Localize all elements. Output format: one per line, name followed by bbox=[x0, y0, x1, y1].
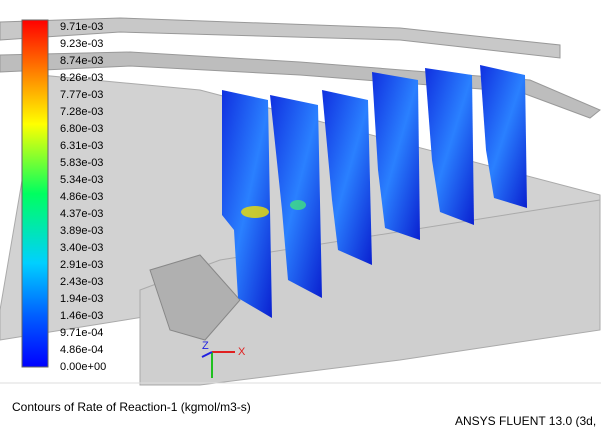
colorbar-label: 1.46e-03 bbox=[60, 310, 103, 322]
colorbar-label: 3.89e-03 bbox=[60, 225, 103, 237]
colorbar bbox=[22, 20, 48, 367]
colorbar-label: 5.83e-03 bbox=[60, 157, 103, 169]
colorbar-label: 7.28e-03 bbox=[60, 106, 103, 118]
colorbar-label: 8.74e-03 bbox=[60, 55, 103, 67]
colorbar-label: 2.91e-03 bbox=[60, 259, 103, 271]
colorbar-label: 1.94e-03 bbox=[60, 293, 103, 305]
axis-label: Z bbox=[202, 340, 209, 352]
colorbar-label: 6.80e-03 bbox=[60, 123, 103, 135]
page: X Z Contours of Rate of Reaction-1 (kgmo… bbox=[0, 0, 601, 427]
colorbar-label: 6.31e-03 bbox=[60, 140, 103, 152]
colorbar-label: 4.86e-04 bbox=[60, 344, 103, 356]
software-label: ANSYS FLUENT 13.0 (3d, bbox=[455, 414, 596, 427]
colorbar-label: 3.40e-03 bbox=[60, 242, 103, 254]
colorbar-label: 7.77e-03 bbox=[60, 89, 103, 101]
viewport: X Z Contours of Rate of Reaction-1 (kgmo… bbox=[0, 0, 601, 427]
axis-label: X bbox=[238, 346, 246, 358]
colorbar-label: 0.00e+00 bbox=[60, 361, 106, 373]
colorbar-label: 8.26e-03 bbox=[60, 72, 103, 84]
colorbar-label: 2.43e-03 bbox=[60, 276, 103, 288]
colorbar-label: 5.34e-03 bbox=[60, 174, 103, 186]
colorbar-label: 9.71e-04 bbox=[60, 327, 103, 339]
colorbar-label: 4.37e-03 bbox=[60, 208, 103, 220]
caption: Contours of Rate of Reaction-1 (kgmol/m3… bbox=[12, 400, 251, 414]
colorbar-label: 4.86e-03 bbox=[60, 191, 103, 203]
colorbar-label: 9.23e-03 bbox=[60, 38, 103, 50]
colorbar-label: 9.71e-03 bbox=[60, 21, 103, 33]
